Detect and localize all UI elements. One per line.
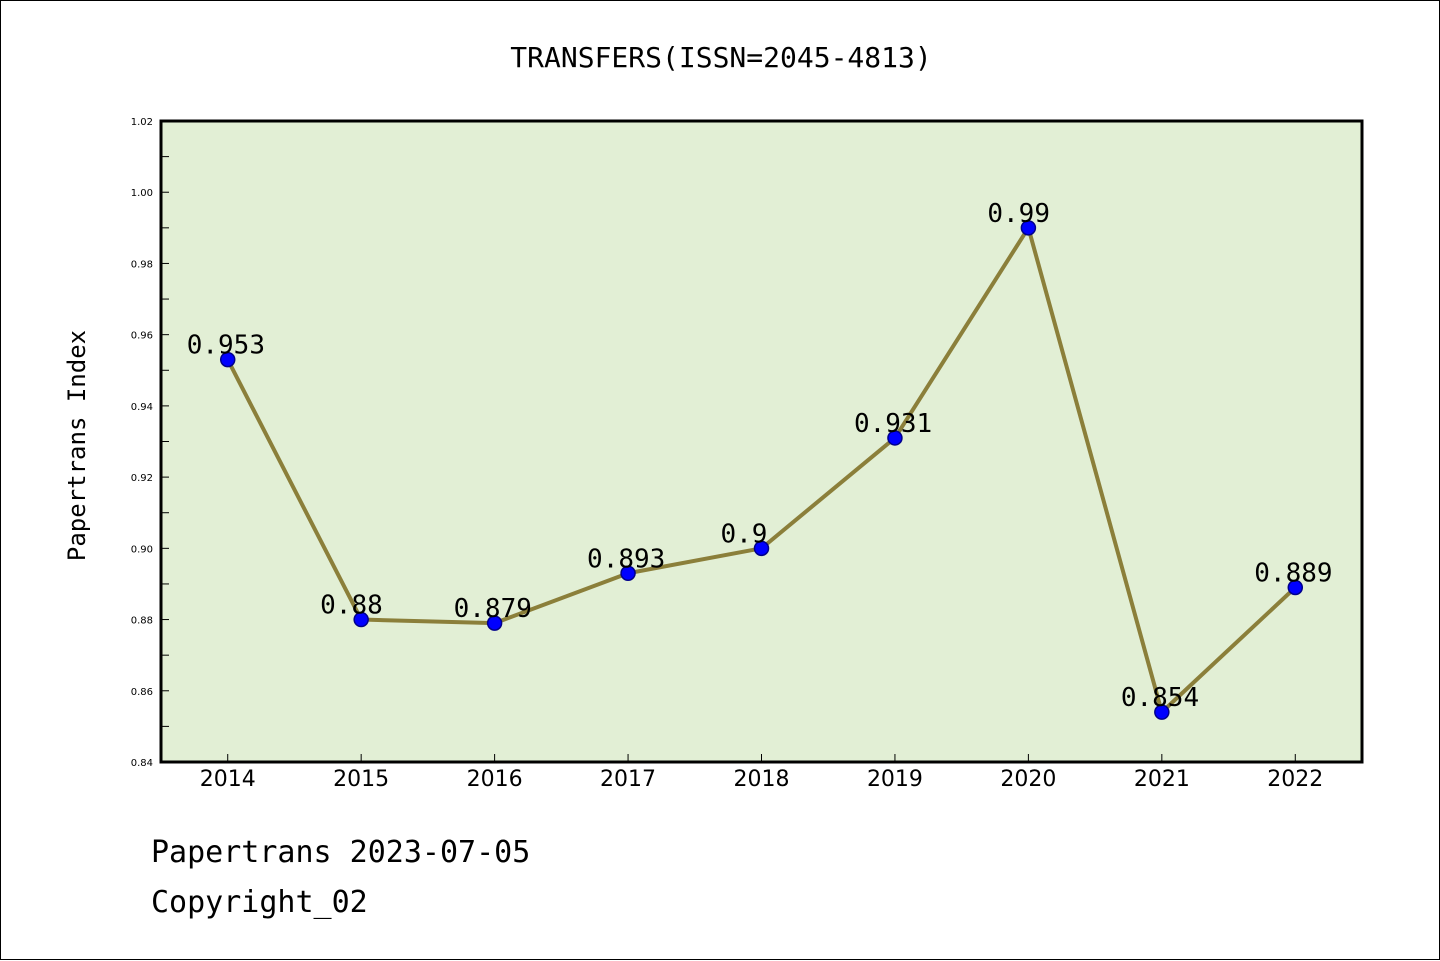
data-point (1020, 220, 1037, 236)
data-label: 0.889 (1254, 559, 1332, 589)
x-tick-label: 2021 (1134, 767, 1190, 792)
data-point (620, 565, 636, 582)
y-tick-label: 0.88 (131, 616, 153, 627)
data-label: 0.99 (987, 199, 1050, 229)
data-point (353, 611, 369, 628)
y-tick-label: 0.92 (131, 473, 153, 484)
x-tick-label: 2014 (200, 767, 256, 792)
plot-frame (159, 119, 1364, 764)
x-tick-label: 2019 (867, 767, 923, 792)
y-tick-label: 1.00 (131, 188, 153, 199)
data-label: 0.879 (454, 594, 532, 624)
data-point (887, 430, 903, 446)
y-tick-label: 0.90 (131, 544, 153, 555)
footer-copyright: Copyright_02 (151, 885, 368, 920)
data-label: 0.9 (721, 519, 768, 549)
footer-date: Papertrans 2023-07-05 (151, 835, 531, 870)
data-point (1287, 579, 1304, 596)
data-point (753, 540, 770, 557)
data-label: 0.854 (1121, 683, 1199, 713)
x-tick-label: 2015 (333, 767, 389, 792)
y-tick-label: 0.94 (131, 402, 153, 413)
y-tick-label: 0.86 (131, 687, 153, 698)
y-tick-label: 0.84 (131, 758, 153, 769)
chart-title: TRANSFERS(ISSN=2045-4813) (510, 41, 931, 74)
data-point (1154, 704, 1170, 720)
y-axis-label: Papertrans Index (63, 330, 91, 561)
x-tick-label: 2017 (600, 767, 656, 792)
data-label: 0.88 (320, 591, 383, 621)
data-label: 0.931 (854, 409, 932, 439)
y-tick-label: 1.02 (131, 117, 153, 128)
x-tick-label: 2022 (1267, 767, 1323, 792)
x-tick-label: 2016 (467, 767, 523, 792)
y-tick-label: 0.98 (131, 259, 153, 270)
x-tick-label: 2020 (1000, 767, 1056, 792)
x-tick-label: 2018 (734, 767, 790, 792)
plot-area (161, 121, 1362, 762)
y-tick-label: 0.96 (131, 331, 153, 342)
data-point (486, 615, 503, 631)
data-label: 0.893 (587, 544, 665, 574)
data-point (219, 351, 236, 368)
data-label: 0.953 (187, 331, 265, 361)
